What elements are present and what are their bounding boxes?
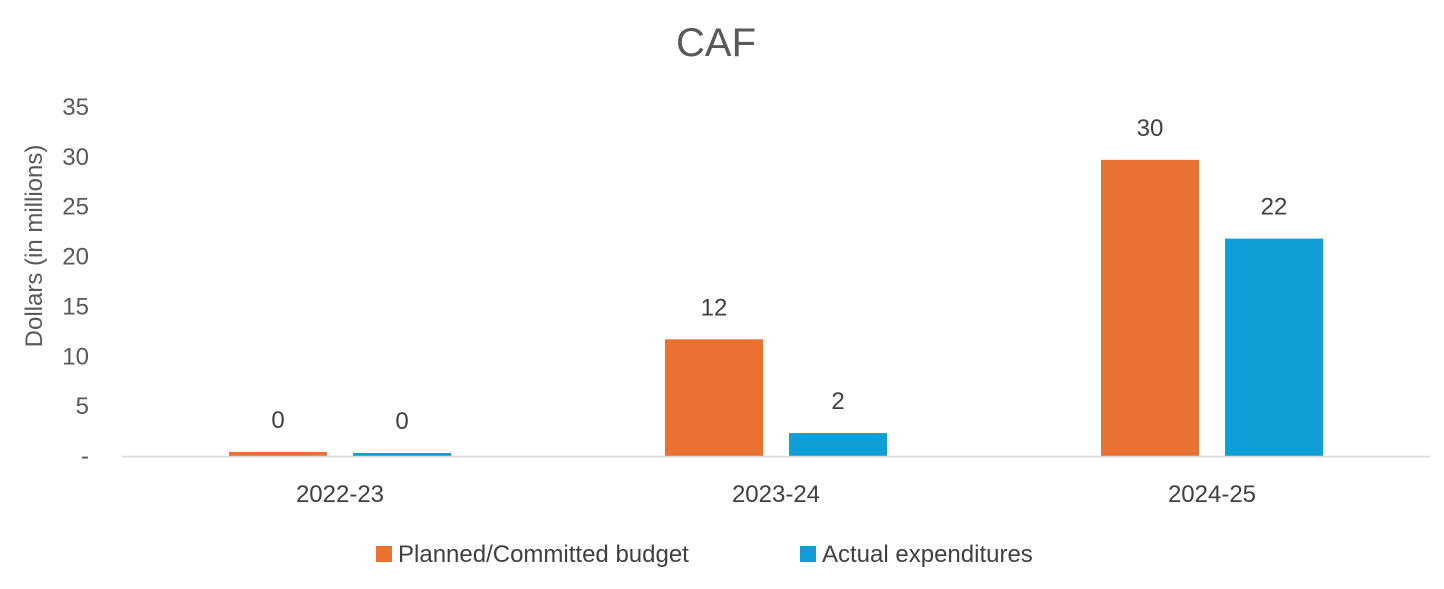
y-tick-label: 5: [76, 393, 89, 420]
x-axis-ticks: 2022-23 2023-24 2024-25: [296, 481, 1256, 508]
data-label: 22: [1261, 194, 1288, 221]
chart-title: CAF: [676, 21, 756, 65]
data-label: 0: [395, 408, 408, 435]
y-tick-label: 10: [62, 343, 89, 370]
bar-actual-expenditures-2022-23: [353, 453, 451, 456]
data-label: 0: [271, 407, 284, 434]
legend: Planned/Committed budget Actual expenditu…: [376, 541, 1033, 568]
bar-actual-expenditures-2024-25: [1225, 238, 1323, 456]
data-labels: 0 0 12 2 30 22: [271, 115, 1287, 435]
bar-planned-committed-budget-2023-24: [665, 339, 763, 456]
x-tick-label: 2022-23: [296, 481, 384, 508]
bar-planned-committed-budget-2022-23: [229, 452, 327, 456]
legend-swatch: [800, 546, 816, 562]
y-tick-label: 35: [62, 94, 89, 121]
y-tick-label: 20: [62, 244, 89, 271]
legend-label: Actual expenditures: [822, 541, 1033, 568]
y-tick-label: 30: [62, 144, 89, 171]
data-label: 12: [701, 294, 728, 321]
data-label: 30: [1137, 115, 1164, 142]
x-tick-label: 2023-24: [732, 481, 820, 508]
x-tick-label: 2024-25: [1168, 481, 1256, 508]
y-tick-label: 15: [62, 293, 89, 320]
y-axis-ticks: - 5 10 15 20 25 30 35: [62, 94, 89, 470]
bar-planned-committed-budget-2024-25: [1101, 159, 1199, 456]
legend-swatch: [376, 546, 392, 562]
y-tick-label: 25: [62, 194, 89, 221]
y-tick-label: -: [81, 443, 89, 470]
bar-actual-expenditures-2023-24: [789, 433, 887, 456]
data-label: 2: [831, 388, 844, 415]
y-axis-label: Dollars (in millions): [21, 145, 48, 348]
bars: [229, 159, 1323, 456]
legend-label: Planned/Committed budget: [398, 541, 689, 568]
